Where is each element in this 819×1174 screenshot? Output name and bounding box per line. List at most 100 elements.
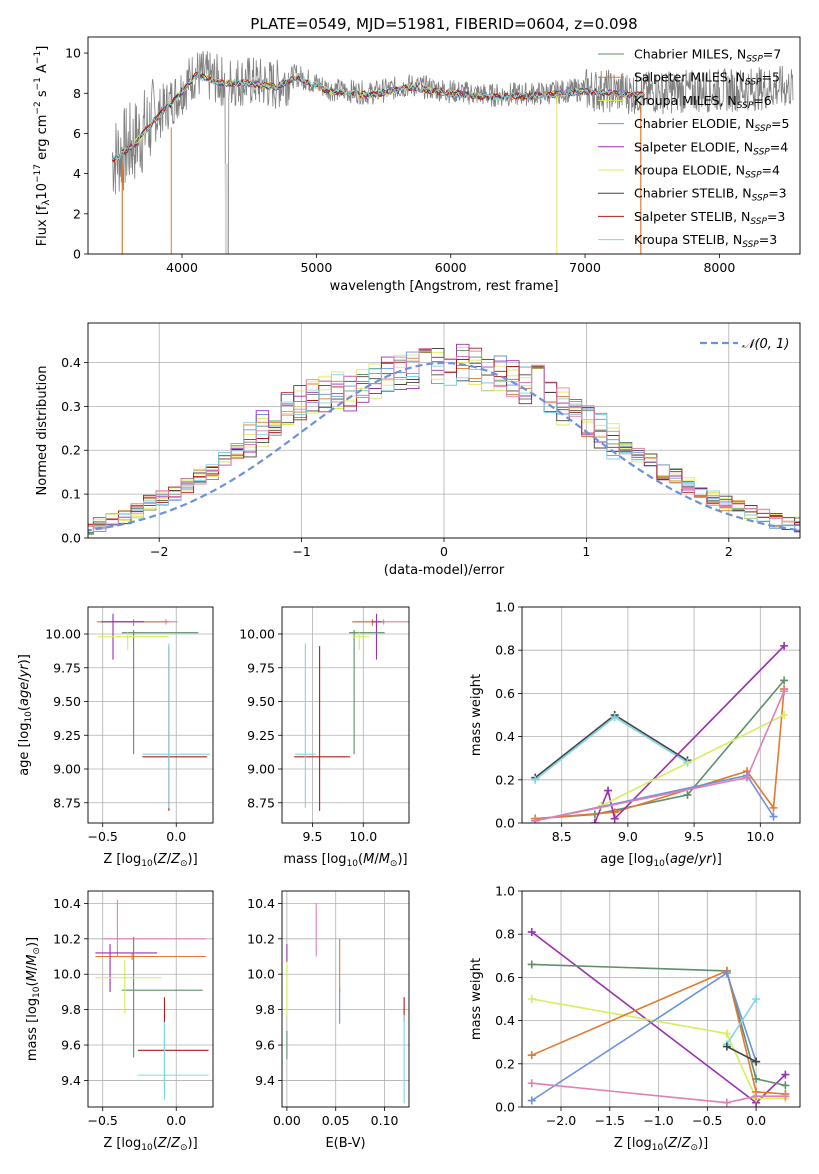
legend-label: Chabrier STELIB, NSSP=3 xyxy=(634,186,787,204)
y-tick-label: 9.00 xyxy=(247,762,275,777)
series-line-chabrier-miles xyxy=(531,963,786,1087)
x-axis-label: E(B-V) xyxy=(325,1136,365,1151)
y-tick-label: 0.4 xyxy=(495,1013,515,1028)
x-tick-label: 0.00 xyxy=(273,1113,301,1128)
data-point-marker xyxy=(610,713,619,722)
y-tick-label: 9.50 xyxy=(53,694,81,709)
y-tick-label: 9.25 xyxy=(53,728,81,743)
y-tick-label: 4 xyxy=(73,166,81,181)
x-tick-label: 0 xyxy=(440,544,448,559)
y-tick-label: 6 xyxy=(73,126,81,141)
series-line-chabrier-stelib xyxy=(726,1045,757,1063)
data-point-marker xyxy=(527,1096,536,1105)
x-tick-label: 8000 xyxy=(703,260,735,275)
y-tick-label: 9.8 xyxy=(255,1002,275,1017)
x-tick-label: 9.0 xyxy=(618,829,638,844)
data-point-marker xyxy=(780,711,789,719)
y-tick-label: 10.0 xyxy=(247,967,275,982)
data-point-marker xyxy=(531,775,540,784)
y-tick-label: 9.8 xyxy=(61,1002,81,1017)
axes-frame xyxy=(87,36,801,255)
axes-frame xyxy=(87,322,801,539)
legend-label: Chabrier ELODIE, NSSP=5 xyxy=(634,116,789,134)
legend-label: Salpeter STELIB, NSSP=3 xyxy=(634,209,785,227)
y-tick-label: 8.75 xyxy=(53,795,81,810)
axes-frame xyxy=(87,606,214,824)
normal-curve xyxy=(88,361,800,532)
y-tick-label: 10 xyxy=(65,46,81,61)
y-tick-label: 10.00 xyxy=(239,627,275,642)
plot-area xyxy=(111,50,794,254)
data-point-marker xyxy=(780,676,789,685)
plot-area xyxy=(88,343,800,535)
y-tick-label: 10.2 xyxy=(247,931,275,946)
x-tick-label: 0.0 xyxy=(166,829,186,844)
x-axis-label: (data-model)/error xyxy=(384,563,505,578)
series-line-salpeter-elodie xyxy=(594,645,785,823)
y-tick-label: 9.00 xyxy=(53,762,81,777)
y-tick-label: 9.6 xyxy=(255,1038,275,1053)
y-tick-label: 0.8 xyxy=(495,927,515,942)
legend-label: 𝒩(0, 1) xyxy=(742,337,789,352)
x-tick-label: −1.5 xyxy=(595,1113,625,1128)
x-axis-label: Z [log10(Z/Z⊙)] xyxy=(103,852,197,869)
x-tick-label: 2 xyxy=(725,544,733,559)
axes-frame xyxy=(521,890,801,1108)
plot-area xyxy=(531,641,789,823)
axes-frame xyxy=(281,890,410,1108)
data-point-marker xyxy=(590,819,599,823)
chart-panel-0: 4000 5000 6000 7000 8000 0 2 4 6 8 10 wavelength [A… xyxy=(33,36,801,294)
plot-area xyxy=(96,613,211,811)
chart-panel-3: 9.5 10.0 8.75 9.00 9.25 9.50 9.75 10.00 mass [lo… xyxy=(239,606,410,869)
x-tick-label: −0.5 xyxy=(692,1113,722,1128)
legend-label: Kroupa STELIB, NSSP=3 xyxy=(634,232,777,250)
y-tick-label: 0.2 xyxy=(495,1056,515,1071)
data-point-marker xyxy=(781,1092,790,1101)
data-point-marker xyxy=(780,687,789,696)
x-tick-label: 0.05 xyxy=(322,1113,350,1128)
x-axis-label: mass [log10(M/M⊙)] xyxy=(283,852,407,869)
y-tick-label: 9.75 xyxy=(53,660,81,675)
y-tick-label: 0.3 xyxy=(61,399,81,414)
chart-panel-5: −0.5 0.0 9.4 9.6 9.8 10.0 10.2 10.4 Z [log10(Z/Z… xyxy=(25,890,214,1153)
y-tick-label: 10.2 xyxy=(53,931,81,946)
series-line-kroupa-miles xyxy=(531,998,786,1100)
x-axis-label: age [log10(age/yr)] xyxy=(600,852,722,869)
data-point-marker xyxy=(752,1092,761,1101)
y-tick-label: 2 xyxy=(73,206,81,221)
data-point-marker xyxy=(527,928,536,937)
y-tick-label: 0.6 xyxy=(495,686,515,701)
y-tick-label: 0.6 xyxy=(495,970,515,985)
y-axis-label: mass [log10(M/M⊙)] xyxy=(25,937,42,1061)
plot-area xyxy=(286,903,405,1104)
data-point-marker xyxy=(722,1042,731,1051)
x-tick-label: −1 xyxy=(292,544,310,559)
x-tick-label: 0.10 xyxy=(371,1113,399,1128)
y-tick-label: 10.0 xyxy=(53,967,81,982)
y-tick-label: 0.1 xyxy=(61,487,81,502)
data-point-marker xyxy=(527,960,536,969)
y-tick-label: 9.25 xyxy=(247,728,275,743)
x-tick-label: −1.0 xyxy=(643,1113,673,1128)
axes-frame xyxy=(281,606,410,824)
chart-panel-2: −0.5 0.0 8.75 9.00 9.25 9.50 9.75 10.00 Z [log10… xyxy=(17,606,214,869)
series-line-kroupa-stelib xyxy=(726,998,757,1045)
y-tick-label: 9.4 xyxy=(61,1073,81,1088)
x-tick-label: 0.0 xyxy=(746,1113,766,1128)
y-axis-label: age [log10(age/yr)] xyxy=(17,654,34,776)
data-point-marker xyxy=(527,1051,536,1060)
model-spectrum-kroupa-stelib xyxy=(111,71,645,161)
data-point-marker xyxy=(527,1079,536,1088)
data-point-marker xyxy=(752,1057,761,1066)
series-line-salpeter-miles xyxy=(535,689,785,820)
x-tick-label: −0.5 xyxy=(88,1113,118,1128)
series-line-kroupa-stelib xyxy=(534,716,688,781)
x-tick-label: 9.5 xyxy=(303,829,323,844)
chart-panel-4: 8.5 9.0 9.5 10.0 0.0 0.2 0.4 0.6 0.8 1.0 age [log1… xyxy=(469,600,801,869)
x-tick-label: 8.5 xyxy=(552,829,572,844)
y-tick-label: 9.6 xyxy=(61,1038,81,1053)
y-tick-label: 9.50 xyxy=(247,694,275,709)
y-tick-label: 0.2 xyxy=(495,772,515,787)
legend-label: Salpeter MILES, NSSP=5 xyxy=(634,70,780,88)
y-tick-label: 8 xyxy=(73,86,81,101)
